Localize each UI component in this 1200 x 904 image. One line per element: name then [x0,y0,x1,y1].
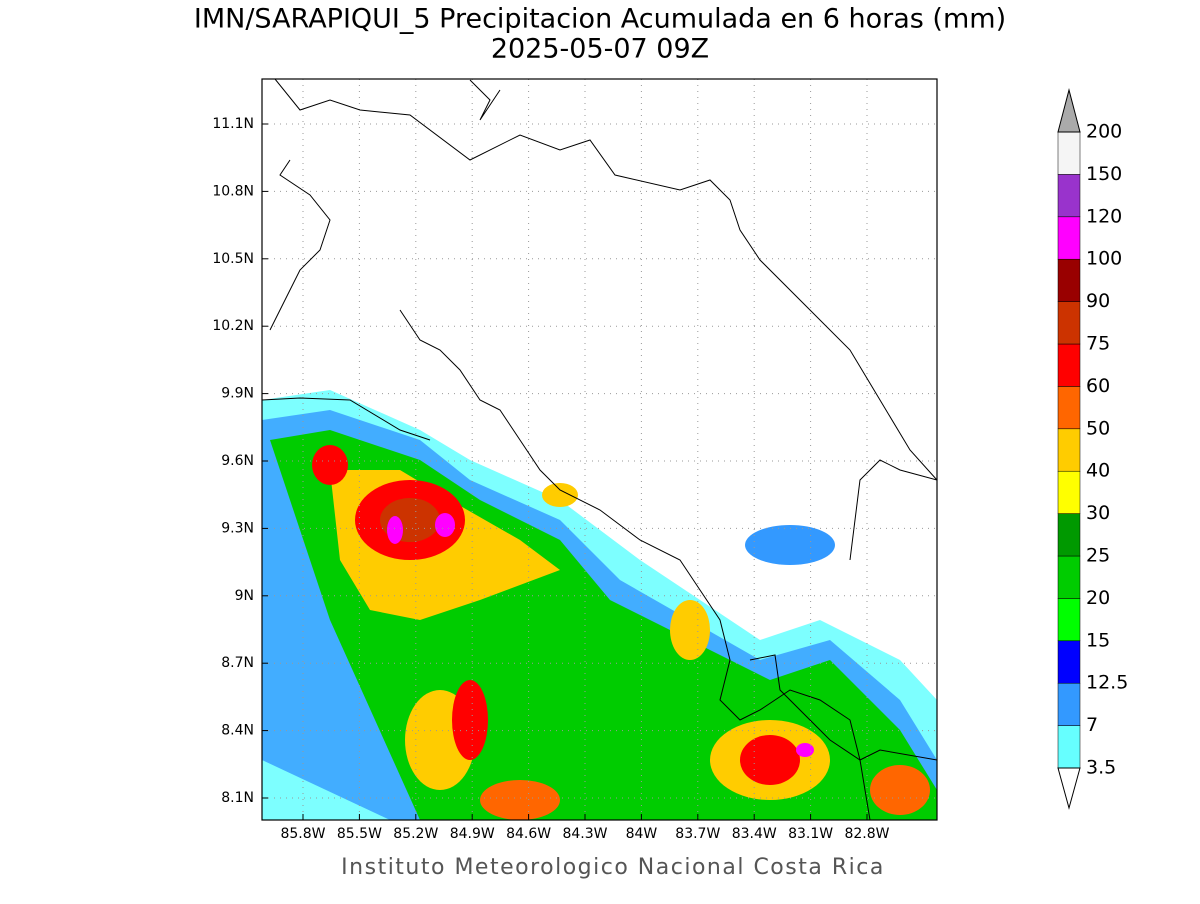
lon-label: 83.1W [788,826,833,842]
lon-label: 83.4W [732,826,777,842]
colorbar-swatch [1057,682,1081,726]
colorbar-label: 100 [1086,248,1122,270]
map-frame [261,78,938,821]
precip-area [542,483,578,507]
lon-label: 82.8W [844,826,889,842]
lon-label: 85.8W [280,826,325,842]
colorbar-swatch [1057,216,1081,260]
colorbar-label: 30 [1086,502,1110,524]
coastline [469,79,501,121]
lat-label: 10.2N [212,318,254,334]
lat-label: 9.6N [221,453,254,469]
colorbar-swatch [1057,258,1081,302]
colorbar-swatch [1057,174,1081,218]
lat-label: 9.3N [221,520,254,536]
colorbar-label: 7 [1086,714,1098,736]
lon-label: 83.7W [675,826,720,842]
colorbar-swatch [1057,555,1081,599]
lon-label: 84.6W [506,826,551,842]
colorbar-label: 50 [1086,417,1110,439]
border [749,654,937,761]
precip-area [870,765,930,815]
colorbar-label: 150 [1086,163,1122,185]
coastline [399,309,871,820]
title: IMN/SARAPIQUI_5 Precipitacion Acumulada … [194,4,1006,35]
colorbar-swatch [1057,428,1081,472]
coastline [849,459,937,561]
precip-area [480,780,560,820]
colorbar-swatch [1057,301,1081,345]
colorbar-over [1057,88,1081,133]
colorbar-label: 90 [1086,290,1110,312]
lon-label: 84.3W [562,826,607,842]
lat-label: 10.8N [212,183,254,199]
precip-field [262,390,937,820]
colorbar-swatch [1057,131,1081,175]
lat-label: 9N [235,588,254,604]
coastline [274,79,937,481]
lat-label: 8.4N [221,723,254,739]
colorbar-label: 200 [1086,121,1122,143]
lat-label: 10.5N [212,251,254,267]
precip-area [387,516,403,544]
precip-area [435,513,455,537]
precip-area [796,743,814,757]
lon-label: 84W [626,826,658,842]
lon-label: 84.9W [450,826,495,842]
subtitle: 2025-05-07 09Z [491,34,709,65]
colorbar-swatch [1057,725,1081,769]
lat-label: 8.1N [221,790,254,806]
colorbar: 3.5 7 12.5 15 20 25 30 40 50 60 75 90 100 120 150 200 [1057,88,1128,810]
footer: Instituto Meteorologico Nacional Costa R… [341,855,885,880]
lat-label: 9.9N [221,386,254,402]
colorbar-label: 3.5 [1086,757,1116,779]
colorbar-swatch [1057,640,1081,684]
colorbar-label: 60 [1086,375,1110,397]
map [261,78,938,821]
colorbar-label: 40 [1086,460,1110,482]
colorbar-label: 120 [1086,205,1122,227]
colorbar-swatch [1057,598,1081,642]
colorbar-label: 12.5 [1086,672,1128,694]
precip-area [670,600,710,660]
colorbar-label: 15 [1086,629,1110,651]
lat-label: 11.1N [212,116,254,132]
grid [262,79,937,820]
coastline [269,159,331,331]
lat-label: 8.7N [221,655,254,671]
colorbar-swatch [1057,470,1081,514]
lon-label: 85.2W [393,826,438,842]
precip-area [452,680,488,760]
colorbar-swatch [1057,513,1081,557]
colorbar-swatch [1057,386,1081,430]
coastline [262,397,431,441]
colorbar-under [1057,767,1081,810]
precip-area [312,445,348,485]
coastline [262,79,937,820]
precip-area [740,735,800,785]
lon-label: 85.5W [337,826,382,842]
precip-area [745,525,835,565]
colorbar-swatch [1057,343,1081,387]
colorbar-label: 20 [1086,587,1110,609]
colorbar-label: 75 [1086,333,1110,355]
colorbar-label: 25 [1086,545,1110,567]
